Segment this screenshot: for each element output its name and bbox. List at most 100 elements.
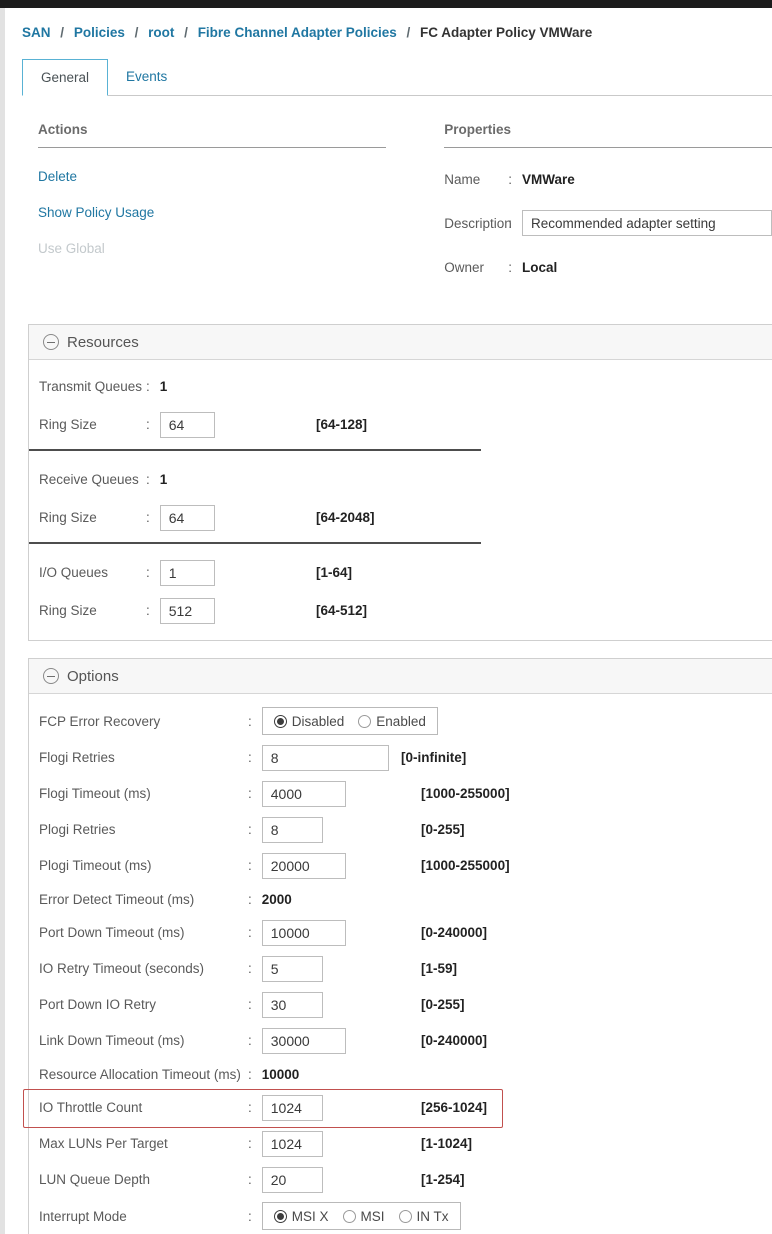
field-label: Error Detect Timeout (ms) [39, 891, 195, 907]
colon: : [248, 822, 252, 837]
field-label: FCP Error Recovery [39, 713, 161, 729]
row-receive-queues: Receive Queues : 1 [39, 466, 767, 493]
receive-queues-value: 1 [159, 472, 168, 487]
range-hint: [0-255] [421, 997, 465, 1012]
property-row-description: Description : [444, 210, 772, 236]
fc-adapter-policy-page: SAN / Policies / root / Fibre Channel Ad… [0, 8, 772, 1234]
radio-option-msi-x[interactable]: MSI X [273, 1208, 329, 1224]
radio-option-in-tx[interactable]: IN Tx [398, 1208, 449, 1224]
colon: : [248, 713, 252, 729]
row-max-luns-per-target: Max LUNs Per Target : [1-1024] [39, 1130, 767, 1157]
radio-label: MSI X [291, 1208, 329, 1224]
field-label: I/O Queues [39, 565, 109, 580]
options-body: FCP Error Recovery : Disabled Enabled Fl… [23, 694, 772, 1234]
field-label: LUN Queue Depth [39, 1172, 151, 1187]
range-hint: [1000-255000] [421, 786, 510, 801]
range-hint: [0-240000] [421, 925, 488, 940]
radio-option-enabled[interactable]: Enabled [358, 714, 426, 729]
transmit-ring-size-input[interactable] [159, 411, 215, 438]
colon: : [248, 1033, 252, 1048]
colon: : [508, 171, 512, 187]
description-input[interactable] [522, 210, 772, 236]
range-hint: [1-1024] [421, 1136, 473, 1151]
resources-panel: Resources Transmit Queues : 1 Ring Size … [28, 324, 772, 641]
lun-queue-depth-input[interactable] [261, 1166, 323, 1193]
range-hint: [64-512] [316, 603, 368, 618]
collapse-minus-icon[interactable] [43, 334, 59, 350]
field-label: Description [444, 215, 512, 231]
radio-icon[interactable] [273, 1209, 287, 1223]
range-hint: [64-2048] [316, 510, 375, 525]
io-throttle-count-input[interactable] [261, 1094, 323, 1121]
field-label: IO Throttle Count [39, 1100, 143, 1115]
tab-general[interactable]: General [22, 59, 109, 96]
radio-icon[interactable] [358, 714, 372, 728]
field-label: Interrupt Mode [39, 1208, 127, 1224]
plogi-retries-input[interactable] [261, 816, 323, 843]
radio-icon[interactable] [273, 714, 287, 728]
port-down-io-retry-input[interactable] [261, 991, 323, 1018]
collapse-minus-icon[interactable] [43, 668, 59, 684]
colon: : [248, 1208, 252, 1224]
options-section-header[interactable]: Options [29, 659, 772, 694]
resources-section-header[interactable]: Resources [29, 325, 772, 360]
link-down-timeout-input[interactable] [261, 1027, 346, 1054]
field-label: Plogi Retries [39, 822, 116, 837]
breadcrumb-link-root[interactable]: root [148, 25, 175, 40]
io-retry-timeout-input[interactable] [261, 955, 323, 982]
field-label: Ring Size [39, 603, 97, 618]
breadcrumb: SAN / Policies / root / Fibre Channel Ad… [22, 8, 772, 40]
range-hint: [0-240000] [421, 1033, 488, 1048]
range-hint: [1-59] [421, 961, 458, 976]
colon: : [146, 379, 150, 394]
radio-icon[interactable] [398, 1209, 412, 1223]
breadcrumb-link-policies[interactable]: Policies [73, 25, 125, 40]
colon: : [508, 259, 512, 275]
colon: : [248, 1066, 252, 1082]
io-queues-input[interactable] [159, 559, 215, 586]
colon: : [248, 1172, 252, 1187]
flogi-retries-input[interactable] [261, 744, 389, 771]
range-hint: [1-254] [421, 1172, 465, 1187]
row-transmit-queues: Transmit Queues : 1 [39, 373, 767, 400]
resources-body: Transmit Queues : 1 Ring Size : [64-128]… [29, 360, 772, 640]
breadcrumb-link-san[interactable]: SAN [22, 25, 51, 40]
error-detect-timeout-value: 2000 [261, 891, 292, 907]
field-label: Owner [444, 259, 484, 275]
breadcrumb-link-fc-adapter-policies[interactable]: Fibre Channel Adapter Policies [197, 25, 397, 40]
options-title: Options [67, 667, 119, 685]
receive-ring-size-input[interactable] [159, 504, 215, 531]
radio-icon[interactable] [342, 1209, 356, 1223]
field-label: Ring Size [39, 510, 97, 525]
row-interrupt-mode: Interrupt Mode : MSI X MSI IN Tx [39, 1202, 767, 1230]
colon: : [146, 603, 150, 618]
tab-bar: General Events [22, 58, 772, 96]
colon: : [248, 961, 252, 976]
range-hint: [0-infinite] [401, 750, 467, 765]
show-policy-usage-link[interactable]: Show Policy Usage [38, 205, 155, 220]
field-label: Ring Size [39, 417, 97, 432]
row-lun-queue-depth: LUN Queue Depth : [1-254] [39, 1166, 767, 1193]
name-value: VMWare [522, 171, 575, 187]
row-port-down-timeout: Port Down Timeout (ms) : [0-240000] [39, 919, 767, 946]
range-hint: [1-64] [316, 565, 353, 580]
radio-option-msi[interactable]: MSI [342, 1209, 385, 1224]
max-luns-per-target-input[interactable] [261, 1130, 323, 1157]
breadcrumb-separator: / [184, 25, 188, 40]
colon: : [248, 750, 252, 765]
delete-link[interactable]: Delete [38, 169, 78, 184]
row-plogi-retries: Plogi Retries : [0-255] [39, 816, 767, 843]
section-divider [29, 542, 481, 544]
range-hint: [64-128] [316, 417, 368, 432]
plogi-timeout-input[interactable] [261, 852, 346, 879]
port-down-timeout-input[interactable] [261, 919, 346, 946]
radio-option-disabled[interactable]: Disabled [273, 714, 344, 729]
io-ring-size-input[interactable] [159, 597, 215, 624]
range-hint: [256-1024] [421, 1100, 488, 1115]
flogi-timeout-input[interactable] [261, 780, 346, 807]
field-label: Link Down Timeout (ms) [39, 1033, 185, 1048]
breadcrumb-separator: / [60, 25, 65, 40]
tab-events[interactable]: Events [126, 69, 168, 84]
radio-label: IN Tx [416, 1208, 449, 1224]
row-error-detect-timeout: Error Detect Timeout (ms) : 2000 [39, 888, 767, 910]
